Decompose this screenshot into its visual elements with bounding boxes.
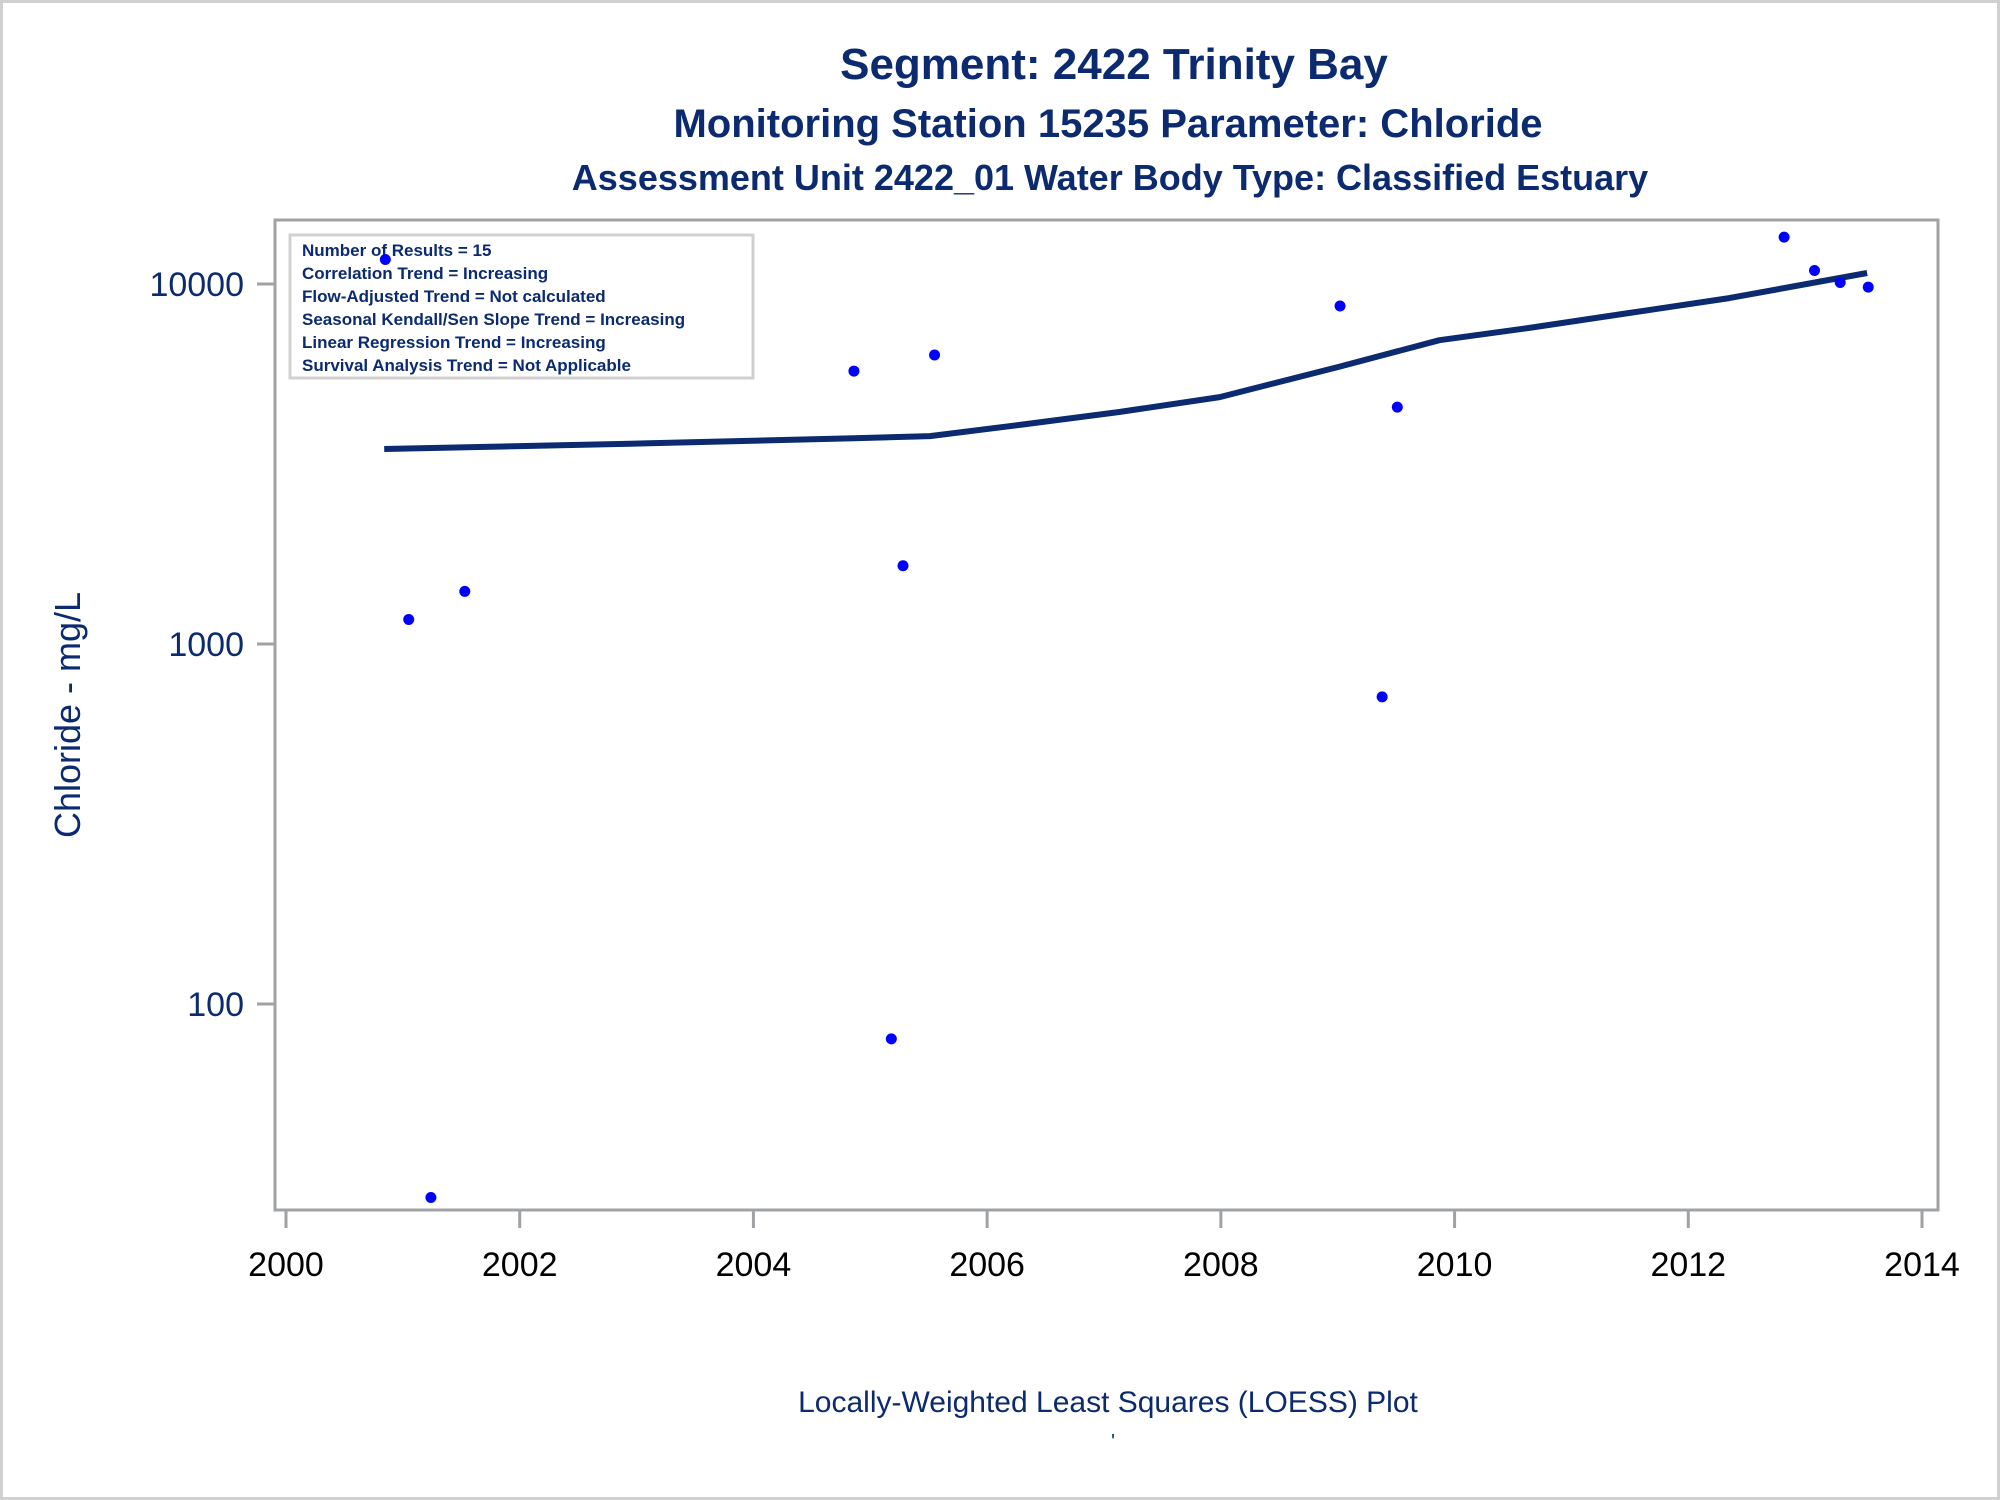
stats-box-line: Linear Regression Trend = Increasing (302, 333, 606, 352)
data-point (885, 1033, 897, 1045)
data-point (1862, 281, 1874, 293)
x-tick-label: 2002 (482, 1246, 558, 1284)
y-tick-label: 10000 (149, 266, 244, 304)
data-point (379, 253, 391, 265)
stats-box-border (288, 233, 755, 380)
data-point (1391, 401, 1403, 413)
stats-box-line: Seasonal Kendall/Sen Slope Trend = Incre… (302, 310, 685, 329)
x-axis: 2000 2002 2004 2006 2008 2010 2012 2014 (248, 1210, 1960, 1284)
chart-subtitle: Monitoring Station 15235 Parameter: Chlo… (673, 102, 1542, 146)
x-tick-label: 2010 (1417, 1246, 1493, 1284)
stats-box-line: Correlation Trend = Increasing (302, 264, 548, 283)
y-tick-label: 100 (187, 986, 244, 1024)
chart-title: Segment: 2422 Trinity Bay (840, 40, 1388, 89)
x-tick-label: 2004 (716, 1246, 792, 1284)
y-tick-label: 1000 (168, 626, 244, 664)
chart-caption: Locally-Weighted Least Squares (LOESS) P… (798, 1386, 1418, 1419)
data-point (1778, 231, 1790, 243)
stats-box-line: Number of Results = 15 (302, 241, 491, 260)
x-tick-label: 2000 (248, 1246, 324, 1284)
loess-line (384, 270, 1868, 452)
plot-area (273, 218, 1940, 1212)
x-tick-label: 2014 (1884, 1246, 1960, 1284)
data-point (1376, 691, 1388, 703)
y-axis: 100 1000 10000 (149, 266, 275, 1024)
plot-series (379, 231, 1874, 1204)
data-point (403, 613, 415, 625)
caption-mark: ' (1111, 1431, 1115, 1453)
data-point (897, 560, 909, 572)
x-tick-label: 2012 (1650, 1246, 1726, 1284)
stats-box-line: Flow-Adjusted Trend = Not calculated (302, 287, 606, 306)
stats-box: Number of Results = 15 Correlation Trend … (288, 233, 755, 380)
x-tick-label: 2006 (949, 1246, 1025, 1284)
stats-box-line: Survival Analysis Trend = Not Applicable (302, 356, 631, 375)
data-point (848, 365, 860, 377)
data-point (425, 1192, 437, 1204)
chart-subtitle-2: Assessment Unit 2422_01 Water Body Type:… (572, 157, 1648, 198)
data-point (1834, 276, 1846, 288)
data-point (1808, 265, 1820, 277)
data-point (929, 349, 941, 361)
x-tick-label: 2008 (1183, 1246, 1259, 1284)
y-axis-label: Chloride - mg/L (47, 592, 88, 838)
data-point (459, 585, 471, 597)
data-point (1334, 300, 1346, 312)
